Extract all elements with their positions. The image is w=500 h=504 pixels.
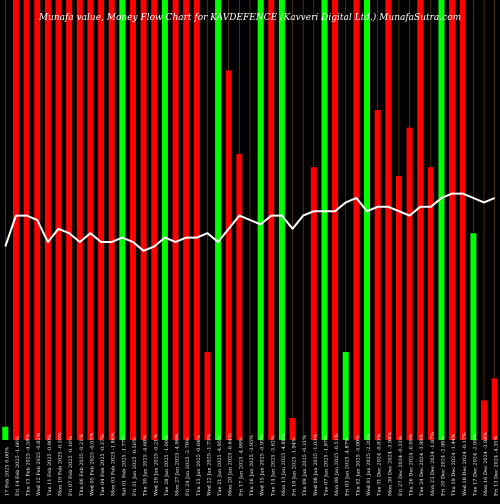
bar-red <box>87 0 94 440</box>
x-tick-label: Thu 19 Dec 2024 -1.44% <box>451 433 457 496</box>
price-line <box>4 192 496 252</box>
x-tick-label: Thu 30 Jan 2025 -4.68% <box>143 435 149 496</box>
x-tick-label: Wed 15 Jan 2025 -0.97% <box>260 434 266 496</box>
bar-red <box>98 0 105 440</box>
bar-red <box>236 154 243 440</box>
x-tick-label: Tue 21 Jan 2025 -4.95% <box>217 435 223 496</box>
bar-red <box>374 110 381 440</box>
bar-green <box>2 426 9 440</box>
x-tick-label: Tue 17 Dec 2024 -2.00% <box>472 433 478 496</box>
bar-red <box>225 70 232 441</box>
bar-green <box>438 0 445 440</box>
x-tick-label: Tue 04 Feb 2025 -0.37% <box>100 434 106 496</box>
bar-red <box>204 352 211 440</box>
x-tick-label: Tue 31 Dec 2024 -0.83% <box>377 433 383 496</box>
x-tick-label: Tue 24 Dec 2024 -3.99% <box>419 433 425 496</box>
bar-red <box>12 0 19 440</box>
bar-red <box>310 167 317 440</box>
bar-red <box>129 0 136 440</box>
x-tick-label: Wed 12 Feb 2025 -0.82% <box>36 432 42 496</box>
bar-red <box>55 0 62 440</box>
bar-green <box>342 352 349 440</box>
x-tick-label: Tue 07 Jan 2025 -1.97% <box>323 435 329 496</box>
bar-red <box>140 0 147 440</box>
chart-title: Munafa value, Money Flow Chart for KAVDE… <box>38 12 461 23</box>
bar-red <box>395 176 402 440</box>
bar-red <box>44 0 51 440</box>
x-tick-label: Thu 26 Dec 2024 -0.09% <box>409 433 415 496</box>
x-tick-label: Fri 24 Jan 2025 -2.79% <box>185 437 191 496</box>
x-tick-label: Fri 31 Jan 2025 -0.56% <box>132 437 138 496</box>
bar-red <box>66 0 73 440</box>
bar-red <box>289 418 296 440</box>
bar-green <box>215 0 222 440</box>
x-tick-label: Wed 08 Jan 2025 -1.03% <box>313 434 319 496</box>
x-tick-label: Mon 16 Dec 2024 -3.86% <box>483 432 489 496</box>
bar-green <box>278 0 285 440</box>
x-tick-label: Thu 13 Feb 2025 -4.58% <box>26 434 32 496</box>
x-tick-label: Wed 29 Jan 2025 -0.21% <box>153 434 159 496</box>
bar-red <box>151 0 158 440</box>
x-tick-label: Mon 23 Dec 2024 -1.87% <box>430 432 436 496</box>
bar-layer <box>2 0 498 441</box>
x-tick-label: Thu 16 Jan 2025 -3.95% <box>249 435 255 496</box>
bar-red <box>491 378 498 440</box>
x-tick-label: Fri 14 Feb 2025 -1.66% <box>15 436 21 496</box>
x-tick-label: Mon 10 Feb 2025 -0.30% <box>58 432 64 496</box>
x-tick-label: Fri 20 Dec 2024 -2.96% <box>440 436 446 496</box>
x-tick-label: Thu 06 Feb 2025 -0.21% <box>79 434 85 496</box>
bar-red <box>268 0 275 440</box>
x-tick-label: Mon 06 Jan 2025 -0.51% <box>334 433 340 496</box>
x-tick-label: Mon 13 Jan 2025 -4.89% <box>281 433 287 496</box>
x-tick-label: Fri 07 Feb 2025 -0.16% <box>68 436 74 496</box>
bar-red <box>193 0 200 440</box>
x-tick-label: Tue 11 Feb 2025 -0.90% <box>47 434 53 496</box>
bar-green <box>364 0 371 440</box>
bar-green <box>470 233 477 440</box>
x-tick-label: Mon 27 Jan 2025 -4.99% <box>175 433 181 496</box>
x-tick-labels: 17 Feb 2025 0.00% Fri 14 Feb 2025 -1.66% T… <box>4 432 499 496</box>
x-tick-label: Fri 10 Jan 2025 -1.94% <box>292 437 298 496</box>
x-tick-label: Mon 03 Feb 2025 -1.86% <box>111 432 117 496</box>
bar-red <box>353 0 360 440</box>
bar-red <box>172 0 179 440</box>
price-line-layer <box>4 192 496 252</box>
x-tick-label: Wed 01 Jan 2025 -2.20% <box>366 434 372 496</box>
bar-red <box>332 0 339 440</box>
bar-red <box>481 400 488 440</box>
x-tick-label: Thu 09 Jan 2025 -0.31% <box>302 435 308 496</box>
x-tick-label: Fri 17 Jan 2025 -4.99% <box>238 437 244 496</box>
bar-green <box>119 0 126 440</box>
bar-green <box>161 0 168 440</box>
bar-red <box>108 0 115 440</box>
x-tick-label: Thu 02 Jan 2025 -5.00% <box>355 435 361 496</box>
bar-red <box>417 0 424 440</box>
x-tick-label: Mon 30 Dec 2024 -3.98% <box>387 432 393 496</box>
bar-red <box>449 0 456 440</box>
bar-red <box>459 0 466 440</box>
x-tick-label: Sat 01 Feb 2025 -1.77% <box>121 435 127 496</box>
x-tick-label: Fri 27 Dec 2024 -0.33% <box>398 436 404 496</box>
bar-red <box>183 0 190 440</box>
x-tick-label: Wed 05 Feb 2025 -0.05% <box>89 432 95 496</box>
bar-green <box>257 0 264 440</box>
x-tick-label: 17 Feb 2025 0.00% <box>4 447 10 496</box>
bar-green <box>321 0 328 440</box>
bar-red <box>406 127 413 440</box>
bar-red <box>427 167 434 440</box>
x-tick-label: Fri 03 Jan 2025 -4.87% <box>345 437 351 496</box>
x-tick-label: Tue 28 Jan 2025 -1.00% <box>164 435 170 496</box>
x-tick-label: Wed 18 Dec 2024 -0.17% <box>462 432 468 496</box>
x-tick-label: Fri 13 Dec 2024 -4.35% <box>494 436 500 496</box>
bar-red <box>76 0 83 440</box>
x-tick-label: Wed 22 Jan 2025 -1.73% <box>206 434 212 496</box>
x-tick-label: Tue 14 Jan 2025 -3.62% <box>270 435 276 496</box>
bar-red <box>23 0 30 440</box>
bar-red <box>385 0 392 440</box>
x-tick-label: Thu 23 Jan 2025 -0.64% <box>196 435 202 496</box>
x-tick-label: Mon 20 Jan 2025 -0.64% <box>228 433 234 496</box>
